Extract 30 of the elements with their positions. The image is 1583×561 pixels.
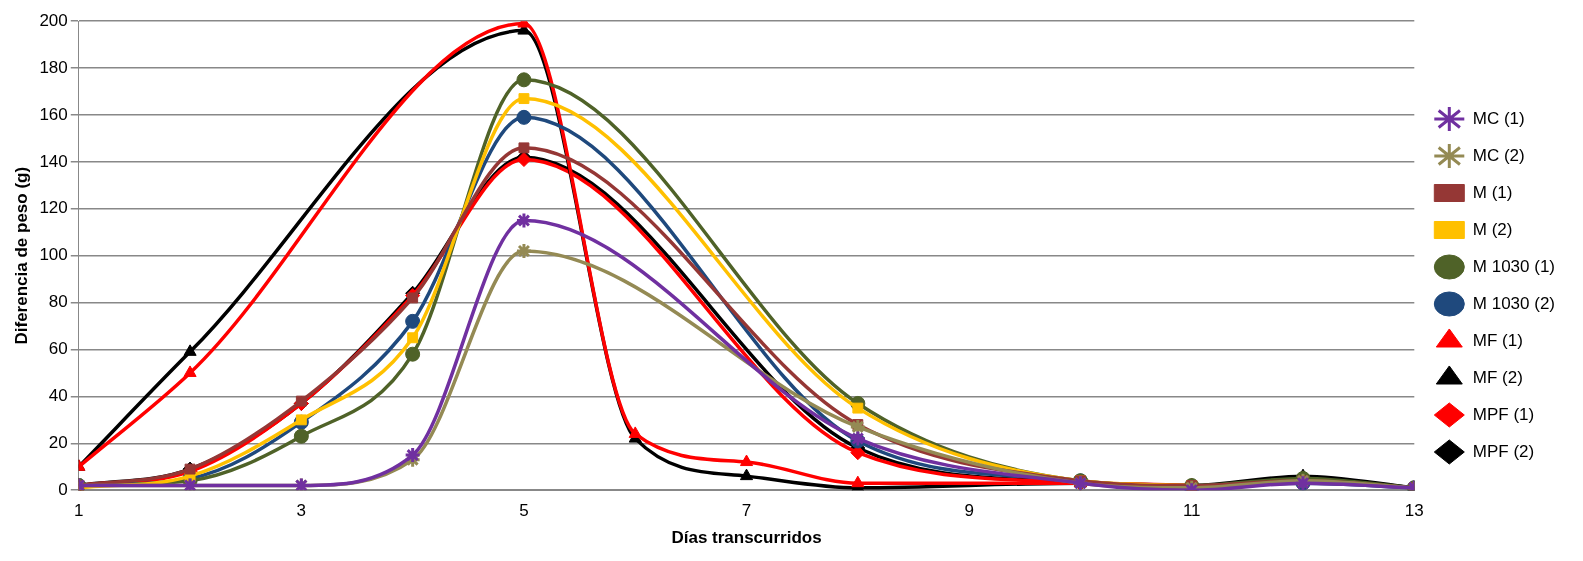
x-tick-label: 9 xyxy=(964,501,974,521)
y-tick-label: 80 xyxy=(48,292,68,312)
legend-label: MC (2) xyxy=(1472,145,1525,165)
legend-label: MC (1) xyxy=(1472,108,1525,128)
legend-label: M (2) xyxy=(1472,219,1513,239)
legend-label: M 1030 (2) xyxy=(1472,293,1555,313)
y-tick-label: 120 xyxy=(39,198,68,218)
legend-label: M (1) xyxy=(1472,182,1513,202)
y-tick-label: 100 xyxy=(39,245,68,265)
x-tick-label: 13 xyxy=(1404,501,1424,521)
x-tick-label: 1 xyxy=(74,501,84,521)
y-tick-label: 140 xyxy=(39,151,68,171)
y-tick-label: 20 xyxy=(48,432,68,452)
legend-label: MPF (2) xyxy=(1472,441,1535,461)
legend-label: MPF (1) xyxy=(1472,404,1535,424)
x-tick-label: 7 xyxy=(741,501,752,521)
y-tick-label: 160 xyxy=(39,104,68,124)
y-tick-label: 0 xyxy=(58,479,68,499)
x-tick-label: 3 xyxy=(296,501,307,521)
x-axis-title: Días transcurridos xyxy=(671,528,822,548)
y-axis-title: Diferencia de peso (g) xyxy=(11,166,31,345)
x-tick-label: 11 xyxy=(1182,501,1201,521)
y-tick-label: 180 xyxy=(39,57,68,77)
y-tick-label: 40 xyxy=(48,386,68,406)
legend-label: M 1030 (1) xyxy=(1472,256,1555,276)
legend-label: MF (2) xyxy=(1472,367,1523,387)
legend-label: MF (1) xyxy=(1472,330,1523,350)
x-tick-label: 5 xyxy=(519,501,529,521)
y-tick-label: 60 xyxy=(48,339,68,359)
y-tick-label: 200 xyxy=(39,10,68,30)
